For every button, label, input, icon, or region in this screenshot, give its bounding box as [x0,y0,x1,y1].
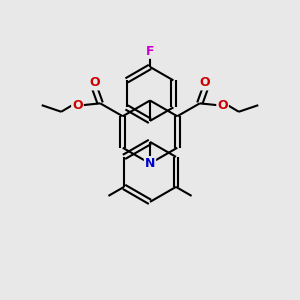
Text: O: O [217,99,228,112]
Text: N: N [145,157,155,170]
Text: F: F [146,45,154,58]
Text: O: O [200,76,211,89]
Text: O: O [89,76,100,89]
Text: O: O [72,99,83,112]
